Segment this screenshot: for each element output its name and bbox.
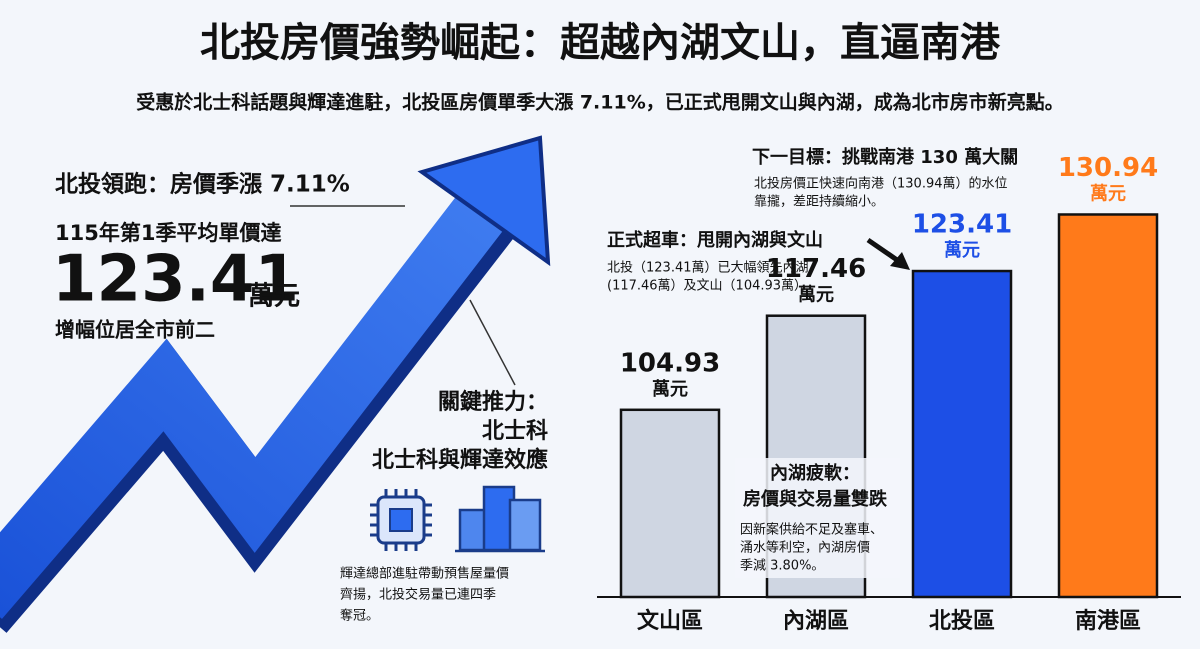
callout-body: 季減 3.80%。 [740, 558, 824, 574]
driver-heading: 北士科與輝達效應 [372, 447, 548, 473]
driver-body: 輝達總部進駐帶動預售屋量價 [340, 566, 509, 582]
bar [911, 269, 1013, 599]
callout-body: 靠攏，差距持續縮小。 [754, 194, 884, 210]
bar [1057, 213, 1159, 599]
x-tick-label: 南港區 [1075, 609, 1141, 634]
value-label: 123.41 [912, 210, 1012, 240]
building-icon [455, 485, 545, 553]
callout-heading: 內湖疲軟： [770, 462, 860, 484]
driver-heading: 北士科 [482, 419, 548, 444]
x-tick-label: 文山區 [637, 608, 703, 634]
value-unit: 萬元 [652, 379, 688, 400]
callout-heading: 下一目標：挑戰南港 130 萬大關 [752, 146, 1018, 168]
value-label: 104.93 [620, 348, 720, 378]
driver-body: 齊揚，北投交易量已連四季 [340, 587, 496, 603]
value-unit: 萬元 [798, 285, 834, 306]
lead-heading: 北投領跑：房價季漲 7.11% [55, 171, 350, 198]
driver-heading: 關鍵推力： [438, 389, 548, 415]
value-unit: 萬元 [1090, 183, 1126, 204]
lead-line: 115年第1季平均單價達 [55, 221, 281, 245]
subtitle: 受惠於北士科話題與輝達進駐，北投區房價單季大漲 7.11%，已正式甩開文山與內湖… [136, 91, 1064, 114]
value-unit: 萬元 [944, 240, 980, 261]
title: 北投房價強勢崛起：超越內湖文山，直逼南港 [200, 20, 1001, 66]
callout-heading: 正式超車：甩開內湖與文山 [607, 229, 823, 251]
value-label: 130.94 [1058, 153, 1158, 183]
callout-box [735, 458, 900, 578]
pointer-arrow-head [890, 252, 910, 270]
value-label: 117.46 [766, 254, 866, 284]
driver-body: 奪冠。 [340, 608, 379, 624]
callout-body: 北投房價正快速向南港（130.94萬）的水位 [754, 176, 1008, 192]
lead-price: 123.41 [52, 243, 299, 317]
pointer-arrow [866, 237, 902, 265]
callout-body: 北投（123.41萬）已大幅領先內湖 [607, 260, 809, 276]
chip-icon [370, 489, 432, 551]
lead-note: 增幅位居全市前二 [55, 318, 215, 342]
leader-line [469, 299, 516, 386]
trend-arrow [0, 182, 513, 619]
callout-body: 因新案供給不足及塞車、 [740, 522, 883, 538]
lead-unit: 萬元 [248, 282, 300, 312]
bar [619, 408, 721, 599]
x-tick-label: 內湖區 [783, 609, 849, 634]
callout-heading: 房價與交易量雙跌 [743, 488, 888, 510]
trend-arrow-head [417, 135, 551, 267]
x-tick-label: 北投區 [929, 609, 995, 634]
callout-body: 涌水等利空，內湖房價 [740, 540, 870, 556]
callout-body: (117.46萬）及文山（104.93萬）。 [607, 279, 814, 294]
